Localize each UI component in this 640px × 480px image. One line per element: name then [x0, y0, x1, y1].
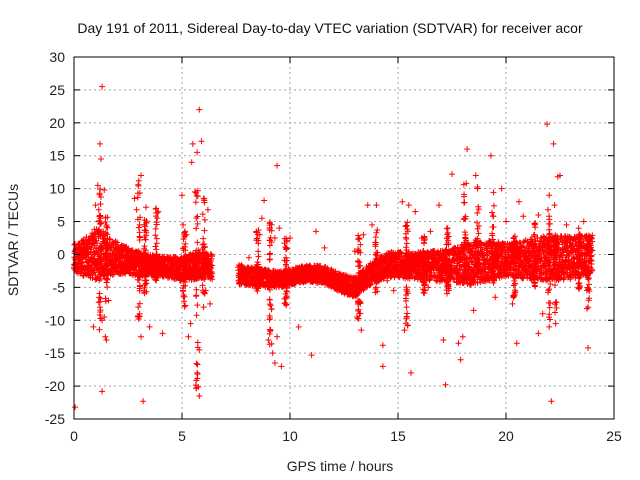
band-point: [86, 237, 93, 244]
data-series: [71, 83, 596, 411]
band-point: [114, 239, 121, 246]
band-point: [94, 240, 101, 247]
band-point: [78, 259, 85, 266]
band-point: [79, 259, 86, 266]
band-point: [79, 272, 86, 279]
band-point: [84, 250, 91, 257]
chart-title: Day 191 of 2011, Sidereal Day-to-day VTE…: [77, 20, 583, 36]
